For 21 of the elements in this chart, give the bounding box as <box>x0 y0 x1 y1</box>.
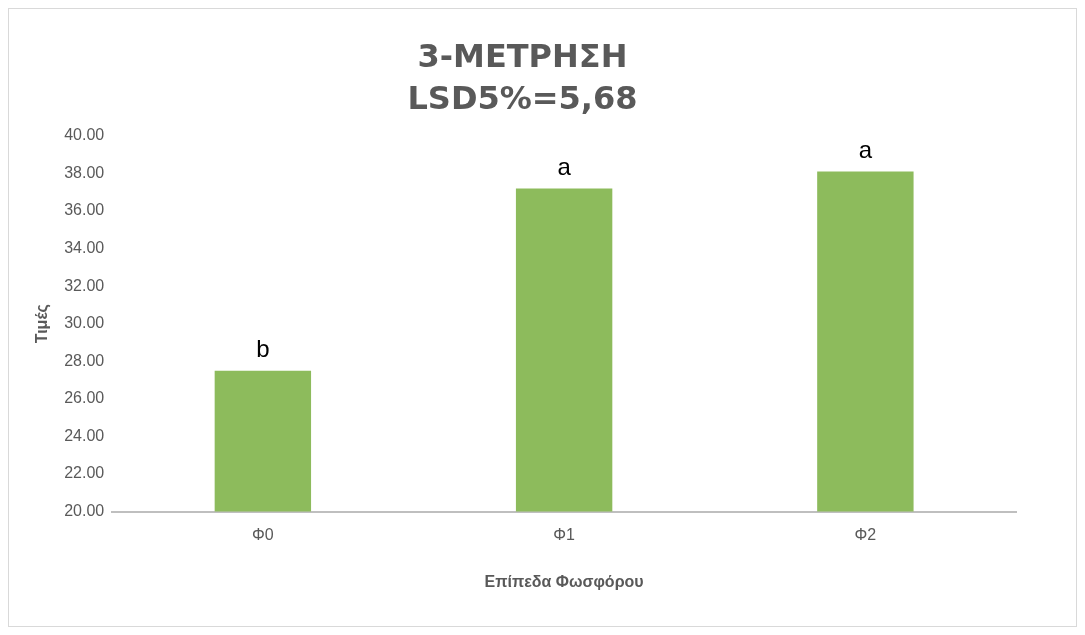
y-tick-label: 20.00 <box>64 502 105 520</box>
annotation: a <box>557 153 572 181</box>
x-tick-label: Φ0 <box>252 525 274 543</box>
y-tick-label: 26.00 <box>64 389 105 407</box>
annotation: a <box>858 136 873 164</box>
chart-subtitle: LSD5%=5,68 <box>407 78 638 117</box>
x-axis-title: Επίπεδα Φωσφόρου <box>484 572 644 590</box>
y-tick-label: 36.00 <box>64 201 105 219</box>
x-tick-label: Φ1 <box>553 525 576 543</box>
y-tick-label: 40.00 <box>64 126 105 144</box>
y-tick-label: 38.00 <box>64 163 105 181</box>
y-tick-label: 30.00 <box>64 314 105 332</box>
y-tick-label: 32.00 <box>64 276 105 294</box>
annotation: b <box>256 335 270 363</box>
y-tick-label: 22.00 <box>64 464 105 482</box>
y-tick-label: 34.00 <box>64 238 105 256</box>
y-axis-title: Τιμές <box>33 304 52 344</box>
x-tick-label: Φ2 <box>854 525 877 543</box>
chart-title: 3-ΜΕΤΡΗΣΗ <box>417 36 628 75</box>
y-tick-label: 24.00 <box>64 426 105 444</box>
y-tick-label: 28.00 <box>64 351 105 369</box>
